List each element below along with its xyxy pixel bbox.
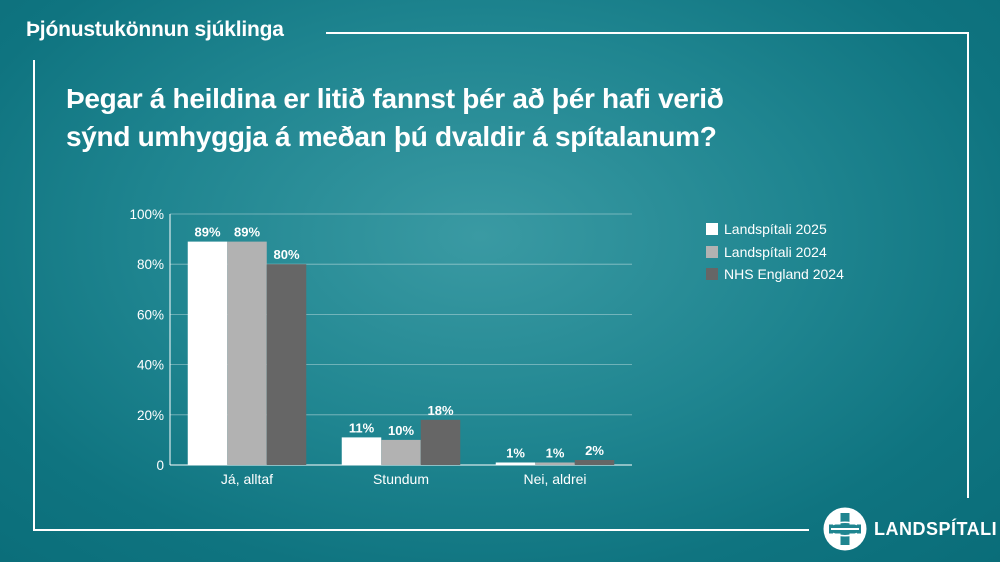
frame-left-line: [33, 60, 35, 530]
x-category-label: Stundum: [373, 471, 429, 487]
legend-swatch-series-3: [706, 268, 718, 280]
legend-swatch-series-1: [706, 223, 718, 235]
frame-top-line: [326, 32, 968, 34]
data-label: 1%: [506, 445, 525, 460]
bar: [266, 264, 307, 465]
bar: [495, 462, 536, 465]
bar: [420, 419, 461, 465]
chart-legend: Landspítali 2025 Landspítali 2024 NHS En…: [706, 218, 844, 286]
bar: [574, 459, 615, 465]
y-tick-label: 0: [156, 458, 164, 473]
data-label: 80%: [273, 247, 299, 262]
y-tick-label: 40%: [137, 358, 164, 373]
legend-item-series-3: NHS England 2024: [706, 263, 844, 285]
data-label: 1%: [546, 445, 565, 460]
legend-label-series-3: NHS England 2024: [724, 266, 844, 282]
bar: [381, 439, 421, 465]
legend-item-series-1: Landspítali 2025: [706, 218, 844, 240]
legend-label-series-1: Landspítali 2025: [724, 221, 827, 237]
y-tick-label: 20%: [137, 408, 164, 423]
bar: [187, 241, 228, 465]
data-label: 89%: [194, 225, 220, 240]
logo-wordmark: LANDSPÍTALI: [874, 518, 998, 539]
frame-bottom-line: [33, 529, 809, 531]
data-label: 89%: [234, 225, 260, 240]
y-tick-label: 60%: [137, 307, 164, 322]
question-line-2: sýnd umhyggja á meðan þú dvaldir á spíta…: [66, 121, 717, 152]
data-label: 2%: [585, 443, 604, 458]
landspitali-logo: LANDSPÍTALI: [822, 506, 997, 552]
bar: [227, 241, 267, 465]
legend-label-series-2: Landspítali 2024: [724, 243, 827, 260]
landspitali-cross-icon: [823, 507, 867, 551]
bar: [341, 437, 382, 465]
legend-swatch-series-2: [706, 245, 718, 258]
question-title: Þegar á heildina er litið fannst þér að …: [66, 80, 866, 156]
section-title: Þjónustukönnun sjúklinga: [26, 18, 284, 41]
legend-item-series-2: Landspítali 2024: [706, 241, 844, 263]
bar: [535, 462, 575, 465]
y-tick-label: 80%: [137, 257, 164, 272]
y-tick-label: 100%: [129, 207, 164, 222]
data-label: 11%: [349, 420, 375, 435]
data-label: 18%: [427, 403, 453, 418]
x-category-label: Nei, aldrei: [523, 471, 586, 487]
frame-right-line: [967, 32, 969, 498]
data-label: 10%: [388, 423, 414, 438]
x-category-label: Já, alltaf: [221, 471, 273, 487]
question-line-1: Þegar á heildina er litið fannst þér að …: [66, 83, 724, 114]
